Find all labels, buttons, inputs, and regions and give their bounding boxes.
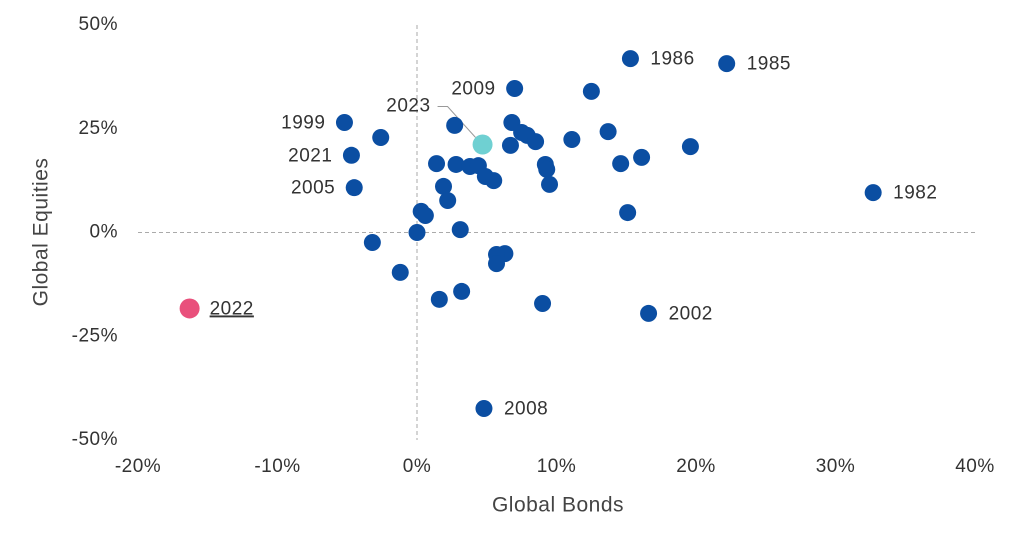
- x-tick-label: 20%: [676, 456, 716, 477]
- point: [391, 263, 409, 281]
- point: [446, 116, 464, 134]
- point-label: 2021: [288, 145, 332, 166]
- point: [619, 204, 637, 222]
- point: [488, 255, 506, 273]
- point: [475, 399, 493, 417]
- point: [447, 155, 465, 173]
- point-label: 1982: [893, 183, 937, 204]
- point: [599, 123, 617, 141]
- point: [633, 148, 651, 166]
- point-label: 2008: [504, 398, 548, 419]
- point: [541, 175, 559, 193]
- point: [363, 233, 381, 251]
- point-label: 2005: [291, 178, 335, 199]
- point: [179, 298, 200, 319]
- point: [416, 206, 434, 224]
- point: [681, 138, 699, 156]
- point: [534, 294, 552, 312]
- point: [563, 131, 581, 149]
- x-tick-label: -20%: [115, 456, 161, 477]
- x-tick-label: 30%: [816, 456, 856, 477]
- point: [435, 177, 453, 195]
- point: [718, 55, 736, 73]
- point: [621, 50, 639, 68]
- point-label: 2009: [451, 79, 495, 100]
- y-tick-label: 25%: [78, 118, 118, 139]
- point: [439, 192, 457, 210]
- point: [472, 134, 493, 155]
- point: [538, 160, 556, 178]
- y-axis-title: Global Equities: [30, 158, 53, 307]
- point: [335, 114, 353, 132]
- point-label: 1999: [281, 113, 325, 134]
- point: [582, 82, 600, 100]
- x-tick-label: -10%: [254, 456, 300, 477]
- y-tick-label: -50%: [72, 429, 118, 450]
- x-tick-label: 0%: [403, 456, 431, 477]
- x-tick-label: 40%: [955, 456, 995, 477]
- point: [640, 304, 658, 322]
- point: [506, 79, 524, 97]
- point: [501, 136, 519, 154]
- y-tick-label: 0%: [90, 222, 118, 243]
- point: [527, 133, 545, 151]
- point: [408, 224, 426, 241]
- point-label: 1985: [747, 54, 791, 75]
- point-label: 1986: [650, 49, 694, 70]
- point: [345, 179, 363, 197]
- point: [372, 128, 390, 146]
- leader-line: [437, 106, 476, 138]
- point-label: 2022: [210, 298, 254, 319]
- point: [864, 184, 882, 202]
- y-tick-label: 50%: [78, 14, 118, 35]
- point: [428, 155, 446, 173]
- y-tick-label: -25%: [72, 325, 118, 346]
- point: [342, 146, 360, 164]
- point-label: 2002: [669, 303, 713, 324]
- point: [485, 172, 503, 190]
- point: [451, 221, 469, 239]
- x-axis-title: Global Bonds: [492, 494, 624, 517]
- point-label: 2023: [386, 96, 430, 117]
- point: [430, 290, 448, 308]
- point: [453, 282, 471, 300]
- point: [612, 155, 630, 173]
- x-tick-label: 10%: [537, 456, 577, 477]
